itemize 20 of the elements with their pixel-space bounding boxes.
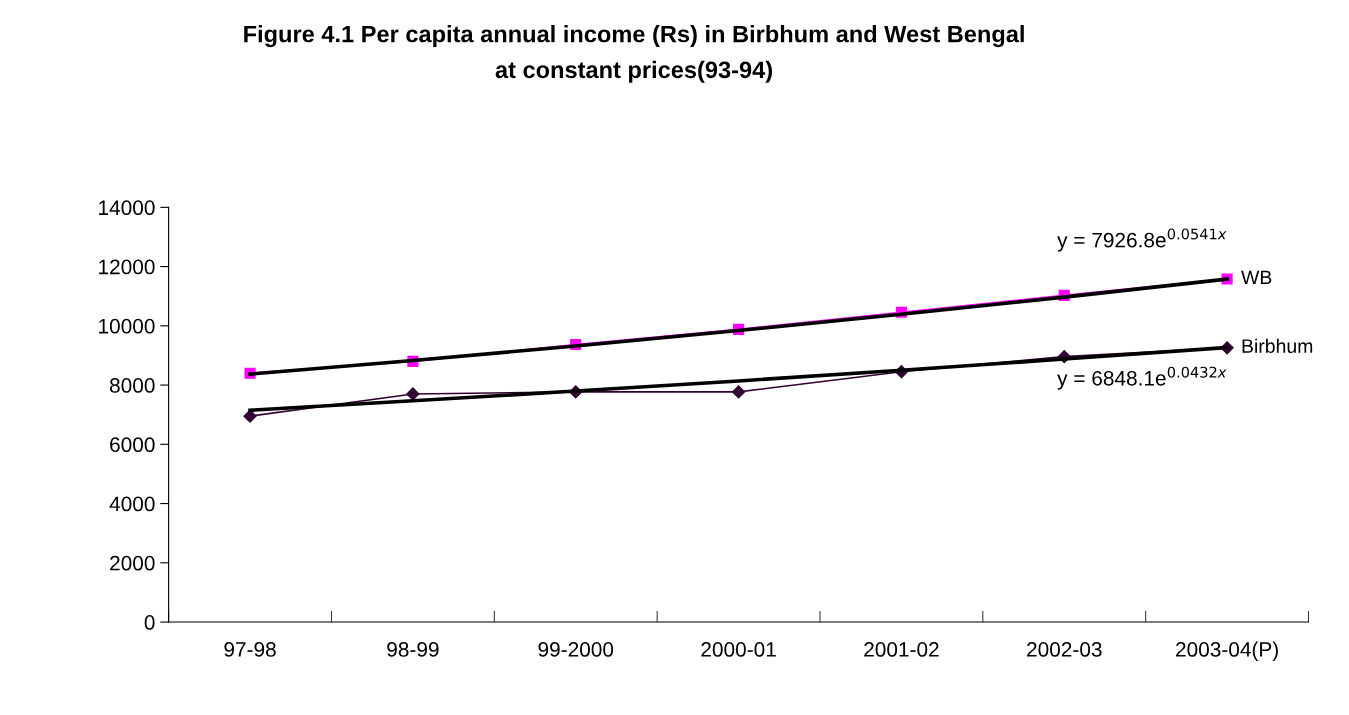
y-tick-label: 0 bbox=[144, 615, 155, 630]
y-tick-label: 8000 bbox=[109, 378, 155, 393]
x-tick-label: 98-99 bbox=[387, 642, 439, 657]
y-tick-label: 12000 bbox=[99, 259, 155, 275]
series-label: WB bbox=[1241, 270, 1272, 285]
y-tick-label: 6000 bbox=[110, 437, 155, 453]
y-tick-label: 14000 bbox=[99, 200, 155, 216]
x-tick-label: 97-98 bbox=[224, 642, 276, 657]
x-tick-label: 2000-01 bbox=[701, 642, 776, 657]
x-tick-label: 2003-04(P) bbox=[1176, 641, 1278, 661]
x-tick-label: 2002-03 bbox=[1027, 642, 1102, 657]
annotation: y = 7926.8e$^{0.0541x}$ bbox=[1057, 228, 1227, 252]
y-tick-label: 4000 bbox=[109, 496, 155, 512]
x-tick-label: 2001-02 bbox=[864, 642, 939, 657]
x-tick-label: 99-2000 bbox=[538, 642, 614, 657]
series-label: Birbhum bbox=[1242, 338, 1313, 353]
y-tick-label: 10000 bbox=[99, 318, 155, 334]
y-tick-label: 2000 bbox=[110, 555, 155, 571]
chart-title: Figure 4.1 Per capita annual income (Rs) in Birbhum and West Bengal at constant prices(93-94) bbox=[244, 25, 1024, 83]
annotation: y = 6848.1e$^{0.0432x}$ bbox=[1057, 366, 1227, 390]
